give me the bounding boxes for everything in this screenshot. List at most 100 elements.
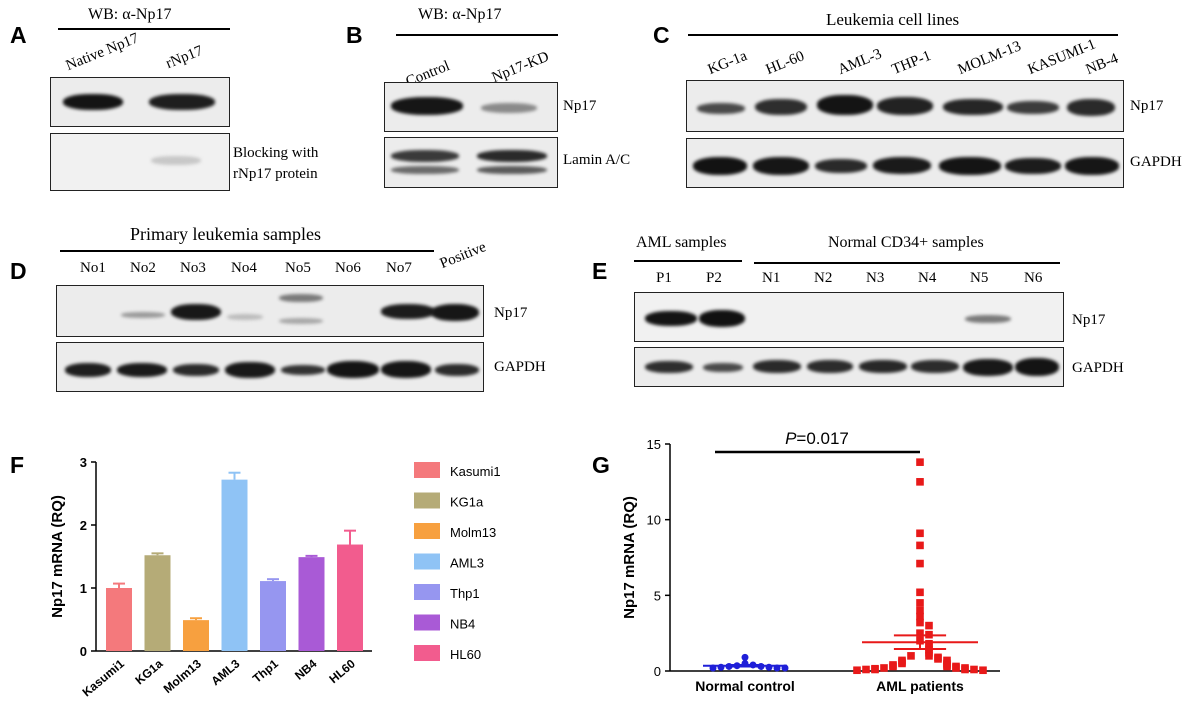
legend-swatch — [414, 492, 440, 509]
lane-label-positive: Positive — [437, 239, 489, 273]
lane-label: No4 — [231, 260, 257, 276]
lane-label: No2 — [130, 260, 156, 276]
panel-d-title-line — [60, 250, 434, 252]
x-tick-label: AML3 — [208, 656, 242, 688]
panel-c-title-line — [688, 34, 1118, 36]
y-tick-label: 2 — [80, 518, 87, 533]
y-tick-label: 15 — [647, 437, 661, 452]
panel-b-title: WB: α-Np17 — [418, 6, 502, 23]
legend-label: NB4 — [450, 617, 475, 632]
data-point — [862, 665, 870, 674]
lane-label: Native Np17 — [63, 30, 142, 75]
panel-label-a: A — [10, 22, 27, 48]
data-point — [916, 629, 924, 637]
data-point — [979, 666, 987, 675]
data-point — [925, 652, 933, 660]
row-label-gapdh: GAPDH — [494, 359, 546, 375]
bar — [298, 557, 325, 651]
bar — [106, 588, 132, 651]
bar — [260, 581, 286, 651]
blot-d-np17 — [56, 285, 484, 337]
lane-label: No7 — [386, 260, 412, 276]
legend-label: Molm13 — [450, 525, 496, 540]
panel-label-d: D — [10, 258, 27, 284]
blot-a-blocking — [50, 133, 230, 191]
panel-label-g: G — [592, 452, 610, 478]
legend-label: KG1a — [450, 495, 484, 510]
data-point — [916, 478, 924, 486]
row-label-lamin: Lamin A/C — [563, 152, 631, 168]
lane-label: N2 — [814, 270, 833, 286]
legend-swatch — [414, 645, 440, 661]
data-point — [916, 458, 924, 466]
legend-label: Kasumi1 — [450, 464, 501, 479]
data-point — [898, 659, 906, 668]
row-label-gapdh: GAPDH — [1072, 360, 1124, 376]
row-label-np17: Np17 — [494, 305, 528, 321]
row-label-np17: Np17 — [1130, 98, 1164, 114]
data-point — [916, 612, 924, 621]
y-tick-label: 5 — [654, 588, 661, 603]
row-label-np17: Np17 — [1072, 312, 1106, 328]
y-tick-label: 3 — [80, 455, 87, 470]
legend-swatch — [414, 584, 440, 600]
data-point — [916, 618, 924, 627]
lane-label: AML-3 — [835, 46, 885, 79]
lane-label: MOLM-13 — [955, 38, 1024, 79]
legend-label: Thp1 — [450, 586, 480, 601]
blot-c-gapdh — [686, 138, 1124, 188]
lane-label: P1 — [656, 270, 672, 286]
legend-swatch — [414, 462, 440, 478]
panel-e-aml-line — [634, 260, 742, 262]
data-point — [871, 665, 879, 674]
lane-label: THP-1 — [889, 47, 934, 79]
y-tick-label: 10 — [647, 513, 661, 528]
blot-d-gapdh — [56, 342, 484, 392]
data-point — [889, 662, 897, 671]
legend-label: HL60 — [450, 647, 481, 662]
x-tick-label: AML patients — [876, 678, 964, 694]
data-point — [961, 665, 969, 674]
panel-label-f: F — [10, 452, 25, 478]
blot-a-np17 — [50, 77, 230, 127]
x-tick-label: NB4 — [292, 656, 320, 682]
panel-a-title: WB: α-Np17 — [88, 6, 172, 23]
lane-label: No1 — [80, 260, 106, 276]
x-tick-label: Molm13 — [161, 656, 204, 696]
lane-label: No3 — [180, 260, 206, 276]
chart-g: 0 5 10 15 Np17 mRNA (RQ) Normal control AML pa… — [621, 429, 1000, 694]
row-label-blocking: Blocking with rNp17 protein — [233, 145, 319, 182]
y-axis-label: Np17 mRNA (RQ) — [49, 495, 66, 618]
data-point — [970, 665, 978, 674]
bar — [144, 555, 171, 651]
lane-label: No5 — [285, 260, 311, 276]
panel-e-group-normal: Normal CD34+ samples — [828, 234, 984, 251]
panel-label-b: B — [346, 22, 363, 48]
data-point — [880, 664, 888, 672]
legend-swatch — [414, 614, 440, 631]
data-point — [925, 621, 933, 630]
data-point — [916, 529, 924, 538]
x-tick-label: HL60 — [326, 656, 358, 686]
data-point — [907, 652, 915, 660]
p-value-annotation: P=0.017 — [785, 429, 849, 448]
panel-label-c: C — [653, 22, 670, 48]
legend-label: AML3 — [450, 556, 484, 571]
lane-label: HL-60 — [763, 48, 807, 79]
legend-swatch — [414, 553, 440, 570]
panel-d-title: Primary leukemia samples — [130, 224, 321, 244]
y-tick-label: 1 — [80, 581, 87, 596]
panel-label-e: E — [592, 258, 608, 284]
blot-b-np17 — [384, 82, 558, 132]
x-tick-label: Kasumi1 — [80, 656, 128, 699]
data-point — [934, 655, 942, 663]
data-point — [943, 662, 951, 671]
panel-e-group-aml: AML samples — [636, 234, 727, 251]
data-point — [952, 664, 960, 672]
y-tick-label: 0 — [80, 644, 87, 659]
x-tick-label: KG1a — [132, 656, 165, 687]
data-point — [916, 588, 924, 597]
blot-c-np17 — [686, 80, 1124, 132]
data-point — [916, 559, 924, 568]
